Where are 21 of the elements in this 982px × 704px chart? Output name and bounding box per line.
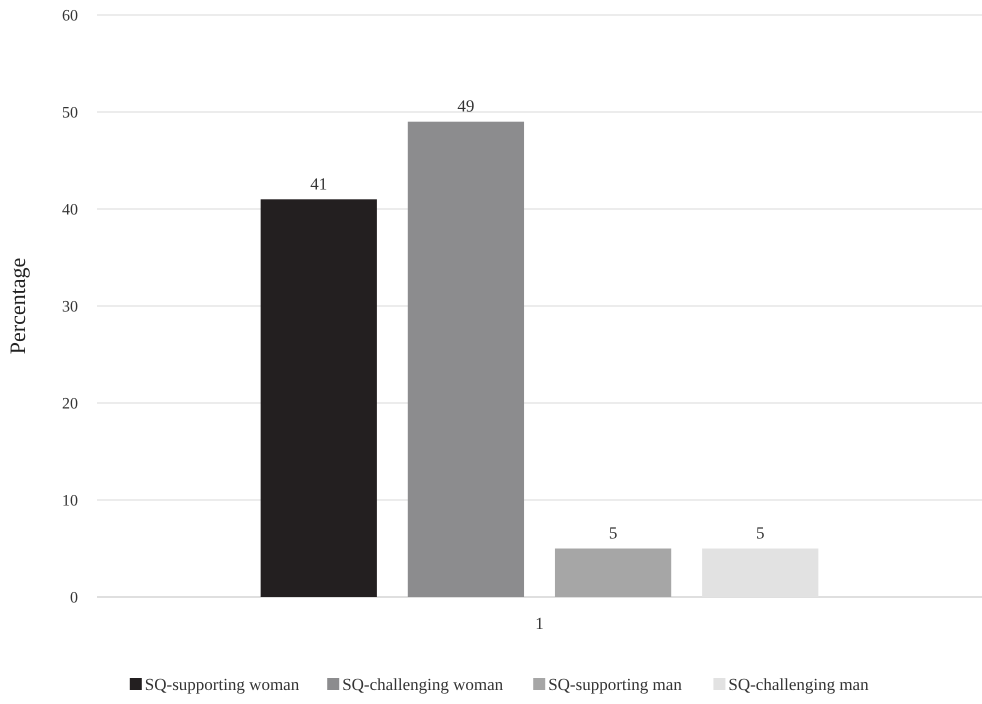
data-label: 5 [608,524,618,542]
x-tick-label: 1 [535,614,544,633]
y-tick-label: 50 [62,104,78,122]
bar [702,548,818,597]
legend-label: SQ-challenging man [728,675,870,694]
y-axis-title: Percentage [5,258,30,354]
legend-label: SQ-supporting man [548,675,682,694]
data-label: 41 [310,174,328,194]
y-tick-label: 0 [70,590,78,607]
y-tick-label: 20 [62,396,78,413]
bar [554,548,672,597]
bar [260,199,377,597]
y-tick-label: 10 [62,492,78,510]
data-label: 5 [756,524,764,542]
legend-label: SQ-challenging woman [342,675,504,694]
y-tick-label: 60 [62,8,78,25]
y-tick-label: 40 [62,202,78,219]
bar [408,122,524,597]
y-tick-label: 30 [62,298,78,316]
data-label: 49 [457,96,474,116]
legend-label: SQ-supporting woman [144,675,300,694]
